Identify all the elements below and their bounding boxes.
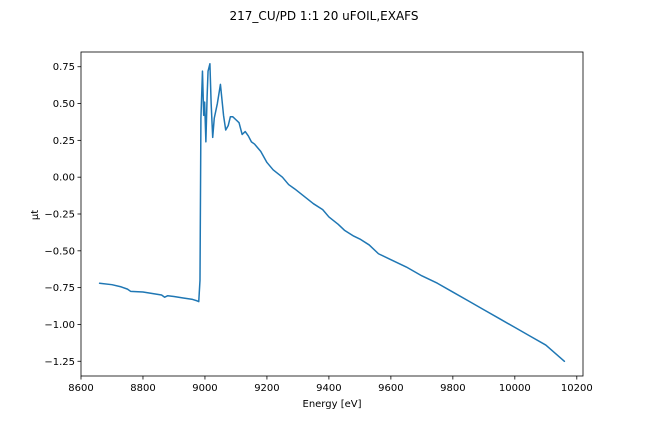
x-tick-label: 10000 [499, 383, 531, 394]
series-line [98, 63, 566, 363]
axes-frame [80, 51, 584, 377]
y-axis-ticks: 0.75 0.50 0.25 0.00 −0.25 −0.50 −0.75 −1.00 −1.2… [44, 62, 81, 368]
chart-title: 217_CU/PD 1:1 20 uFOIL,EXAFS [230, 9, 419, 23]
y-tick-label: −0.50 [44, 246, 75, 257]
y-axis-label: µt [30, 210, 41, 220]
x-tick-label: 9400 [316, 383, 341, 394]
x-tick-label: 9600 [378, 383, 403, 394]
x-tick-label: 8600 [68, 383, 93, 394]
x-tick-label: 9800 [440, 383, 465, 394]
y-tick-label: −1.25 [44, 357, 75, 368]
plot-area [98, 63, 566, 363]
y-tick-label: −0.75 [44, 283, 75, 294]
x-tick-label: 9200 [254, 383, 279, 394]
x-axis-label: Energy [eV] [303, 399, 362, 410]
y-tick-label: −0.25 [44, 210, 75, 221]
x-tick-label: 8800 [130, 383, 155, 394]
x-axis-ticks: 8600 8800 9000 9200 9400 9600 9800 10000 10200 [68, 376, 593, 394]
y-tick-label: 0.50 [53, 99, 75, 110]
x-tick-label: 10200 [561, 383, 593, 394]
y-tick-label: 0.25 [53, 136, 75, 147]
y-tick-label: 0.75 [53, 62, 75, 73]
y-tick-label: −1.00 [44, 320, 75, 331]
x-tick-label: 9000 [192, 383, 217, 394]
y-tick-label: 0.00 [53, 173, 75, 184]
